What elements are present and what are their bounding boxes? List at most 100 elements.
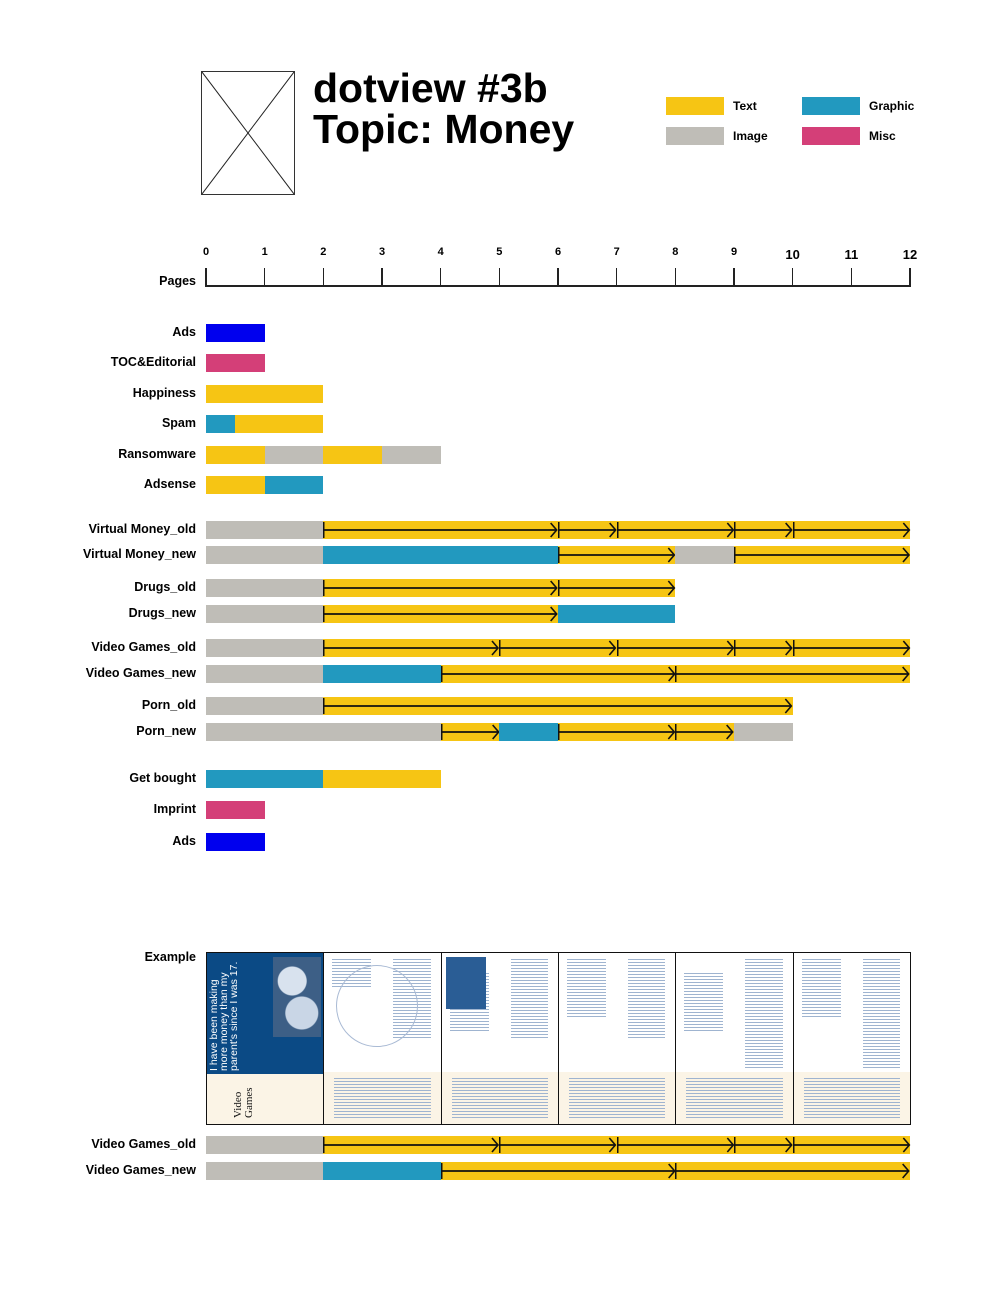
text-column bbox=[567, 959, 607, 1019]
segment-text bbox=[235, 415, 324, 433]
segment-image bbox=[734, 723, 793, 741]
segment-text bbox=[323, 446, 382, 464]
text-column bbox=[801, 959, 841, 1019]
axis-tick-label: 2 bbox=[320, 246, 327, 258]
segment-ads bbox=[206, 324, 265, 342]
row-label: Virtual Money_old bbox=[88, 522, 196, 536]
legend-swatch-image bbox=[666, 127, 724, 145]
axis-tick-label: 7 bbox=[613, 246, 620, 258]
legend-label-text: Text bbox=[733, 99, 757, 113]
arrow-icon bbox=[499, 640, 617, 656]
arrow-icon bbox=[675, 666, 911, 682]
arrow-icon bbox=[323, 580, 559, 596]
arrow-icon bbox=[675, 724, 735, 740]
row-label: Ransomware bbox=[118, 447, 196, 461]
segment-text bbox=[675, 665, 911, 683]
arrow-icon bbox=[792, 522, 911, 538]
axis-tick-label: 4 bbox=[437, 246, 444, 258]
example-spread bbox=[558, 952, 677, 1125]
segment-text bbox=[675, 1162, 911, 1180]
axis-tick-label: 8 bbox=[672, 246, 679, 258]
axis-tick bbox=[498, 268, 501, 286]
axis-tick bbox=[381, 268, 383, 286]
text-column bbox=[569, 1078, 666, 1118]
axis-tick bbox=[439, 268, 442, 286]
example-spread bbox=[675, 952, 794, 1125]
segment-graphic bbox=[323, 546, 558, 564]
text-column bbox=[628, 959, 666, 1039]
axis-label: Pages bbox=[159, 274, 196, 288]
row-label: Happiness bbox=[132, 386, 196, 400]
legend-swatch-misc bbox=[802, 127, 860, 145]
axis-tick bbox=[850, 268, 853, 286]
segment-text bbox=[323, 697, 793, 715]
segment-graphic bbox=[499, 723, 558, 741]
axis-tick-label: 12 bbox=[902, 247, 918, 262]
text-column bbox=[686, 1078, 783, 1118]
segment-text bbox=[499, 639, 617, 657]
arrow-icon bbox=[323, 1137, 500, 1153]
row-label: Drugs_old bbox=[134, 580, 196, 594]
placeholder-logo bbox=[201, 71, 295, 195]
example-label: Example bbox=[144, 950, 196, 964]
spread-lower-strip bbox=[207, 1072, 324, 1124]
segment-text bbox=[323, 521, 559, 539]
segment-ads bbox=[206, 833, 265, 851]
row-label: Virtual Money_new bbox=[83, 547, 196, 561]
segment-image bbox=[382, 446, 441, 464]
segment-text bbox=[792, 521, 911, 539]
cover-section-title: Video Games bbox=[232, 1087, 255, 1118]
arrow-icon bbox=[323, 606, 559, 622]
segment-text bbox=[558, 579, 676, 597]
arrow-icon bbox=[440, 666, 676, 682]
segment-text bbox=[323, 605, 559, 623]
arrow-icon bbox=[558, 547, 676, 563]
segment-image bbox=[264, 446, 324, 464]
segment-text bbox=[734, 546, 911, 564]
arrow-icon bbox=[323, 640, 500, 656]
arrow-icon bbox=[558, 522, 617, 538]
axis-tick-label: 9 bbox=[730, 246, 738, 258]
arrow-icon bbox=[734, 547, 911, 563]
row-label: Ads bbox=[172, 834, 196, 848]
segment-text bbox=[323, 579, 559, 597]
segment-text bbox=[323, 639, 500, 657]
segment-text bbox=[558, 521, 617, 539]
axis-tick-label: 10 bbox=[785, 247, 800, 262]
segment-text bbox=[616, 521, 735, 539]
row-label: Get bought bbox=[129, 771, 196, 785]
segment-text bbox=[323, 770, 441, 788]
axis-tick bbox=[205, 268, 207, 286]
text-column bbox=[451, 1078, 548, 1118]
arrow-icon bbox=[734, 640, 793, 656]
magazine-cover-graphic bbox=[445, 957, 486, 1009]
segment-image bbox=[206, 1136, 324, 1154]
row-label: Video Games_new bbox=[85, 666, 196, 680]
segment-text bbox=[558, 546, 676, 564]
segment-graphic bbox=[323, 1162, 441, 1180]
axis-tick-label: 11 bbox=[844, 247, 859, 262]
text-column bbox=[803, 1078, 900, 1118]
axis-tick bbox=[674, 268, 677, 286]
text-column bbox=[334, 1078, 431, 1118]
segment-image bbox=[206, 546, 324, 564]
row-label: Ads bbox=[172, 325, 196, 339]
axis-tick bbox=[322, 268, 325, 286]
title-line-1: dotview #3b bbox=[313, 65, 548, 111]
segment-graphic bbox=[206, 415, 236, 433]
segment-image bbox=[206, 665, 324, 683]
segment-text bbox=[792, 639, 911, 657]
arrow-icon bbox=[792, 1137, 911, 1153]
cover-photo bbox=[273, 957, 321, 1037]
row-label: TOC&Editorial bbox=[110, 355, 196, 369]
text-column bbox=[862, 959, 900, 1069]
axis-tick-label: 6 bbox=[554, 246, 562, 258]
segment-text bbox=[206, 476, 265, 494]
segment-graphic bbox=[206, 770, 324, 788]
axis-tick-label: 0 bbox=[202, 246, 210, 258]
segment-text bbox=[206, 446, 265, 464]
arrow-icon bbox=[792, 640, 911, 656]
text-column bbox=[745, 959, 783, 1069]
segment-image bbox=[206, 697, 324, 715]
